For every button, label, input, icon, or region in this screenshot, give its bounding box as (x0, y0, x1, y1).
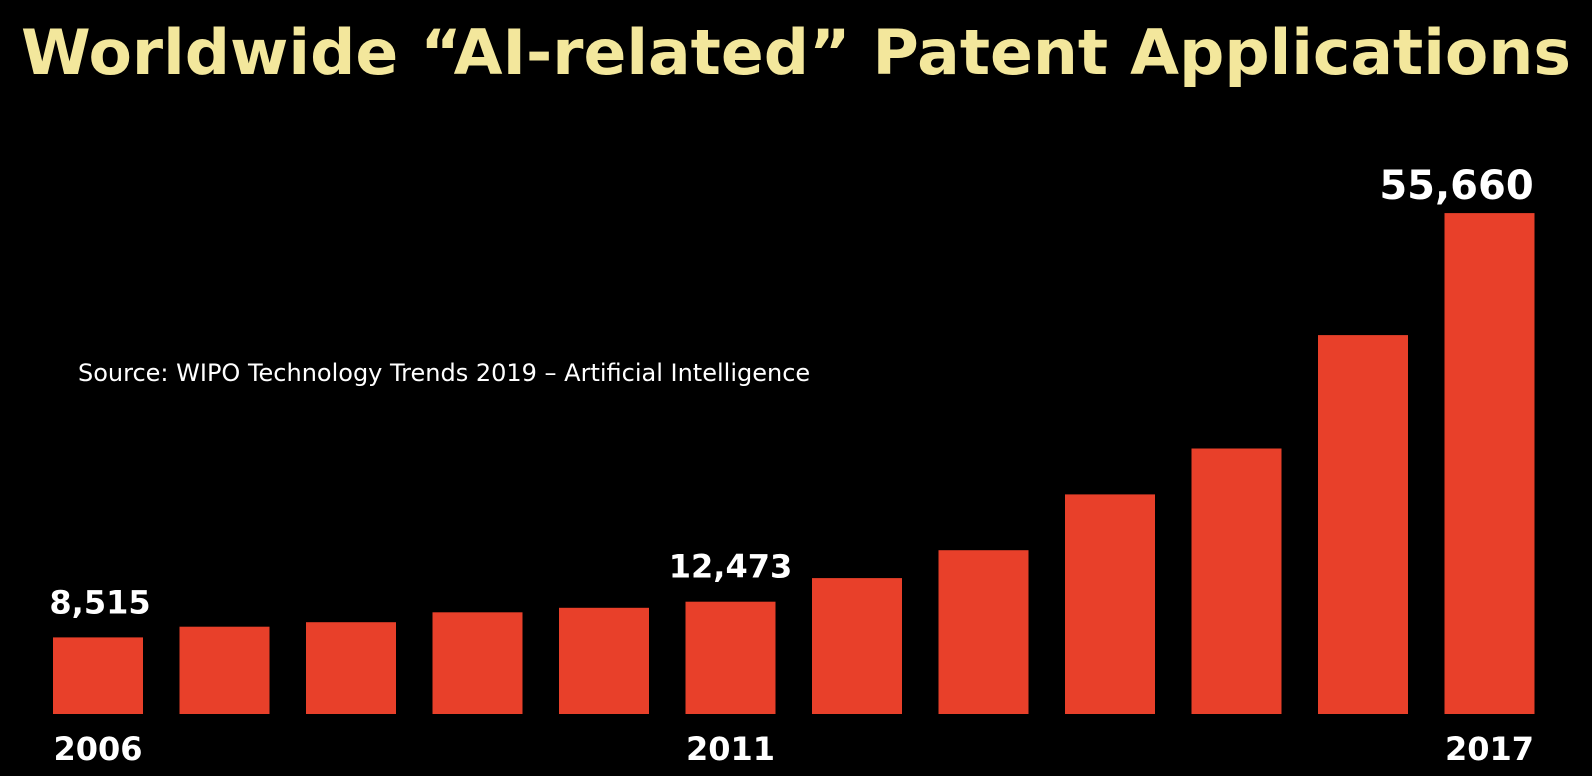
bars-group (53, 213, 1535, 714)
bar-2007 (179, 626, 270, 714)
data-label-2011: 12,473 (669, 548, 792, 586)
data-label-2017: 55,660 (1379, 163, 1533, 209)
bar-2010 (559, 607, 649, 714)
x-tick-2017: 2017 (1445, 730, 1534, 768)
x-tick-2011: 2011 (686, 730, 775, 768)
bar-2006 (53, 637, 143, 714)
bar-2009 (432, 612, 523, 714)
chart-title: Worldwide “AI-related” Patent Applicatio… (21, 16, 1571, 89)
bar-2011 (685, 601, 776, 714)
x-axis-tick-labels: 2006 2011 2017 (53, 730, 1534, 768)
data-labels-group: 8,515 12,473 55,660 (49, 163, 1533, 621)
bar-2015 (1191, 448, 1282, 714)
x-tick-2006: 2006 (53, 730, 142, 768)
bar-2013 (938, 550, 1029, 714)
bar-2017 (1444, 213, 1535, 714)
bar-2016 (1318, 335, 1408, 714)
data-label-2006: 8,515 (49, 583, 150, 621)
bar-2008 (306, 622, 396, 714)
bar-2014 (1065, 494, 1155, 714)
source-note: Source: WIPO Technology Trends 2019 – Ar… (78, 359, 810, 387)
bar-2012 (812, 578, 902, 714)
